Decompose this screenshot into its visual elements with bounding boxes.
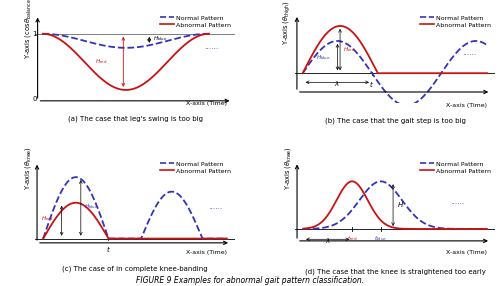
Text: X-axis (Time): X-axis (Time) <box>186 250 227 255</box>
Legend: Normal Pattern, Abnormal Pattern: Normal Pattern, Abnormal Pattern <box>160 161 232 174</box>
Text: $t$: $t$ <box>370 79 374 89</box>
Legend: Normal Pattern, Abnormal Pattern: Normal Pattern, Abnormal Pattern <box>160 15 232 28</box>
Text: 1: 1 <box>32 31 36 37</box>
Text: X-axis (Time): X-axis (Time) <box>446 103 488 108</box>
Text: $\lambda$: $\lambda$ <box>334 79 340 88</box>
Text: $H_{\rm red}$: $H_{\rm red}$ <box>94 57 107 66</box>
Text: X-axis (Time): X-axis (Time) <box>446 250 487 255</box>
Text: FIGURE 9 Examples for abnormal gait pattern classification.: FIGURE 9 Examples for abnormal gait patt… <box>136 276 364 285</box>
Text: X-axis (Time): X-axis (Time) <box>186 102 227 106</box>
Text: $\lambda$: $\lambda$ <box>325 236 330 245</box>
Legend: Normal Pattern, Abnormal Pattern: Normal Pattern, Abnormal Pattern <box>420 15 492 28</box>
Text: ......: ...... <box>204 42 218 51</box>
Text: (d) The case that the knee is straightened too early: (d) The case that the knee is straighten… <box>304 269 486 275</box>
Y-axis label: Y-axis ($\theta_{\rm knee}$): Y-axis ($\theta_{\rm knee}$) <box>23 146 33 190</box>
Text: $t$: $t$ <box>106 244 111 254</box>
Text: $H$: $H$ <box>397 200 404 209</box>
Text: ......: ...... <box>208 202 222 211</box>
Text: $t_{\rm blue}$: $t_{\rm blue}$ <box>374 234 387 243</box>
Text: $H_{\rm red}$: $H_{\rm red}$ <box>41 214 54 223</box>
Text: $H_{\rm blue}$: $H_{\rm blue}$ <box>84 202 98 211</box>
Y-axis label: Y-axis ($\theta_{\rm thigh}$): Y-axis ($\theta_{\rm thigh}$) <box>282 0 293 45</box>
Text: (c) The case of in complete knee-banding: (c) The case of in complete knee-banding <box>62 266 208 272</box>
Text: ......: ...... <box>462 48 476 57</box>
Text: $H_{\rm red}$: $H_{\rm red}$ <box>343 45 355 54</box>
Text: 0: 0 <box>32 96 36 102</box>
Text: (b) The case that the gait step is too big: (b) The case that the gait step is too b… <box>324 118 466 124</box>
Text: $H_{\rm blue}$: $H_{\rm blue}$ <box>316 53 330 61</box>
Text: (a) The case that leg's swing is too big: (a) The case that leg's swing is too big <box>68 116 202 122</box>
Text: $t_{\rm red}$: $t_{\rm red}$ <box>346 234 358 243</box>
Y-axis label: Y-axis ($\theta_{\rm knee}$): Y-axis ($\theta_{\rm knee}$) <box>283 146 293 190</box>
Text: $H_{\rm blue}$: $H_{\rm blue}$ <box>153 34 167 43</box>
Y-axis label: Y-axis ($\cos\theta_{\rm balance}$): Y-axis ($\cos\theta_{\rm balance}$) <box>23 0 33 59</box>
Text: ......: ...... <box>450 197 464 206</box>
Legend: Normal Pattern, Abnormal Pattern: Normal Pattern, Abnormal Pattern <box>420 161 492 174</box>
